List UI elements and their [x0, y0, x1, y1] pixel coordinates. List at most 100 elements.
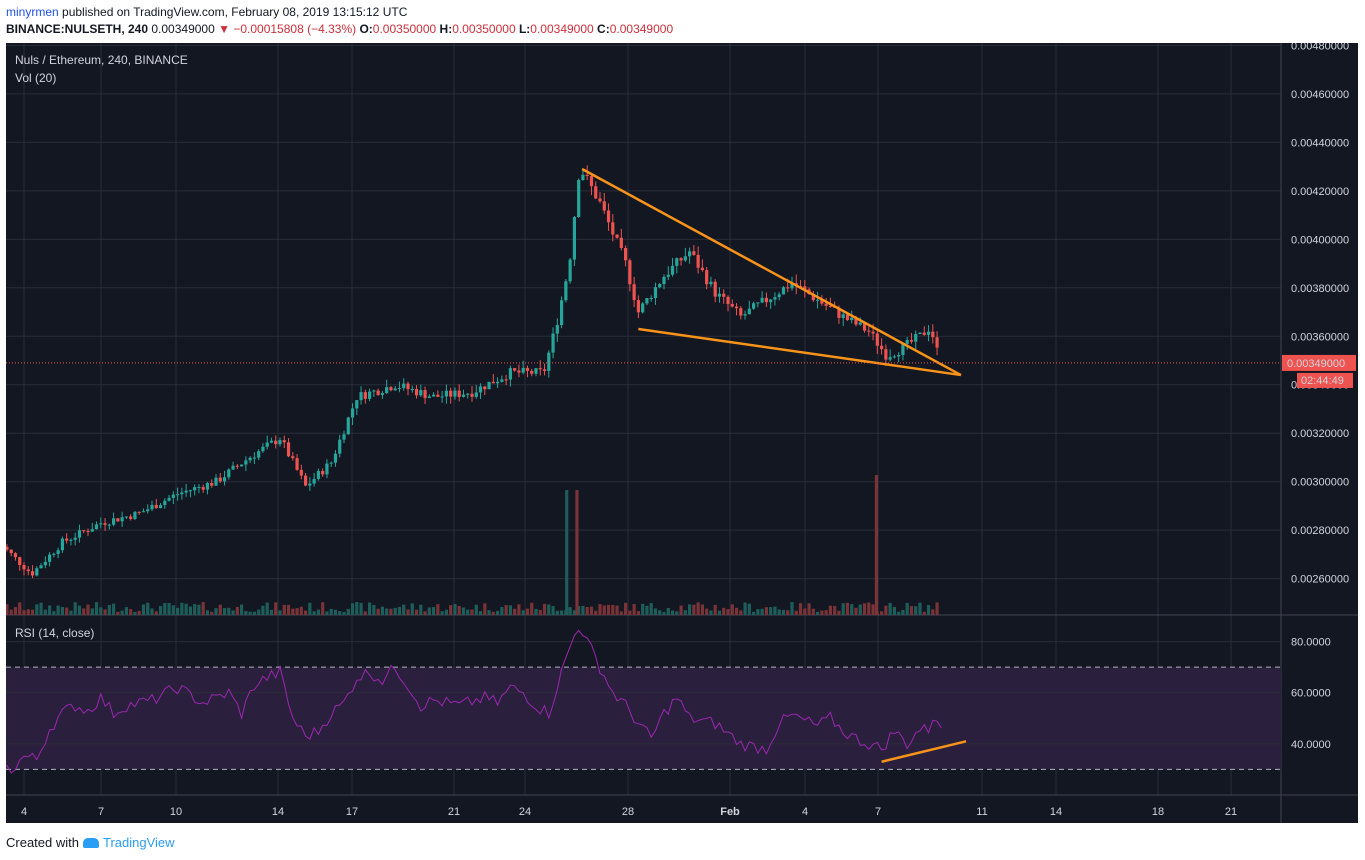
candle-body — [769, 299, 773, 303]
volume-bar — [52, 611, 56, 615]
candle-body — [222, 477, 227, 482]
candle-body — [261, 446, 265, 452]
main-pane-title: Nuls / Ethereum, 240, BINANCE — [15, 53, 188, 67]
candle-body — [180, 492, 184, 495]
candle-body — [577, 180, 581, 217]
candle-body — [176, 494, 180, 496]
candle-body — [116, 518, 120, 522]
volume-bar — [461, 607, 466, 615]
candle-body — [39, 565, 43, 569]
volume-spike-bar — [565, 490, 569, 615]
candle-body — [615, 234, 619, 238]
volume-bar — [598, 604, 602, 615]
candle-body — [6, 546, 9, 550]
volume-bar — [807, 603, 811, 615]
volume-bar — [410, 603, 414, 615]
time-axis-tick: 24 — [519, 806, 531, 818]
candle-body — [269, 440, 274, 443]
candle-body — [854, 317, 858, 325]
candle-body — [474, 392, 478, 397]
countdown-label: 02:44:49 — [1301, 375, 1344, 387]
volume-bar — [22, 610, 26, 615]
candle-body — [581, 174, 585, 181]
volume-bar — [538, 609, 542, 615]
price-axis-tick: 0.00300000 — [1291, 477, 1349, 489]
footer-brand[interactable]: TradingView — [102, 835, 175, 850]
candle-body — [828, 305, 832, 307]
chart-frame[interactable]: 0.00260000 0.00280000 0.00300000 0.00320000… — [6, 43, 1358, 823]
candle-body — [350, 408, 355, 418]
candle-body — [594, 186, 598, 199]
candle-body — [867, 330, 871, 332]
volume-bar — [487, 610, 491, 615]
volume-bar — [414, 609, 419, 615]
low-label: L: — [518, 22, 531, 36]
volume-bar — [231, 610, 235, 615]
volume-bar — [496, 610, 500, 615]
candle-body — [402, 383, 406, 388]
candle-body — [790, 283, 794, 289]
candle-body — [820, 299, 824, 304]
candle-body — [265, 442, 269, 447]
candle-body — [52, 553, 56, 555]
candle-body — [137, 511, 141, 513]
volume-bar — [9, 609, 13, 615]
volume-bar — [764, 607, 768, 615]
volume-bar — [713, 604, 717, 615]
volume-bar — [453, 604, 457, 615]
volume-bar — [679, 605, 683, 615]
candle-body — [94, 524, 99, 530]
candle-body — [257, 451, 261, 458]
volume-bar — [291, 608, 295, 615]
time-axis-tick: 10 — [170, 806, 182, 818]
candle-body — [65, 538, 69, 541]
rsi-divergence-trendline[interactable] — [881, 740, 967, 763]
candle-body — [670, 265, 675, 275]
candle-body — [188, 490, 192, 492]
candle-body — [914, 334, 918, 342]
volume-bar — [193, 604, 197, 615]
volume-bar — [901, 609, 905, 615]
candle-body — [470, 393, 474, 397]
volume-bar — [530, 602, 534, 615]
volume-bar — [594, 610, 598, 615]
candle-body — [26, 569, 30, 572]
candle-body — [321, 471, 325, 475]
candle-body — [210, 483, 214, 486]
volume-bar — [624, 602, 628, 615]
volume-bar — [423, 611, 427, 615]
candle-body — [547, 352, 551, 371]
volume-bar — [171, 605, 175, 615]
author-link[interactable]: minyrmen — [6, 5, 59, 19]
volume-bar — [798, 603, 803, 615]
candle-body — [325, 463, 329, 475]
volume-bar — [615, 605, 619, 615]
current-price-label: 0.00349000 — [1287, 358, 1345, 370]
volume-bar — [867, 602, 871, 615]
price-axis-tick: 0.00420000 — [1291, 186, 1349, 198]
volume-bar — [129, 609, 133, 615]
volume-bar — [312, 611, 316, 615]
volume-bar — [333, 609, 338, 615]
volume-bar — [850, 604, 854, 615]
chart-svg[interactable]: 0.00260000 0.00280000 0.00300000 0.00320000… — [6, 43, 1358, 823]
time-axis-tick: 17 — [346, 806, 358, 818]
price-axis-tick: 0.00480000 — [1291, 43, 1349, 52]
candle-body — [86, 531, 90, 533]
volume-bar — [278, 610, 282, 615]
open-value: 0.00350000 — [372, 22, 437, 36]
ohlc-line: BINANCE:NULSETH, 240 0.00349000 ▼ −0.000… — [6, 22, 673, 36]
candle-body — [862, 322, 867, 331]
time-axis-tick: 11 — [976, 806, 987, 818]
volume-bar — [688, 604, 692, 615]
volume-bar — [372, 604, 376, 615]
candle-body — [850, 317, 854, 321]
volume-bar — [18, 602, 22, 615]
volume-bar — [355, 602, 359, 615]
wedge-trendline[interactable] — [581, 167, 962, 377]
candle-body — [918, 332, 922, 335]
volume-bar — [427, 607, 431, 615]
candle-body — [372, 390, 376, 392]
candle-body — [713, 281, 717, 297]
wedge-trendline[interactable] — [638, 327, 962, 377]
